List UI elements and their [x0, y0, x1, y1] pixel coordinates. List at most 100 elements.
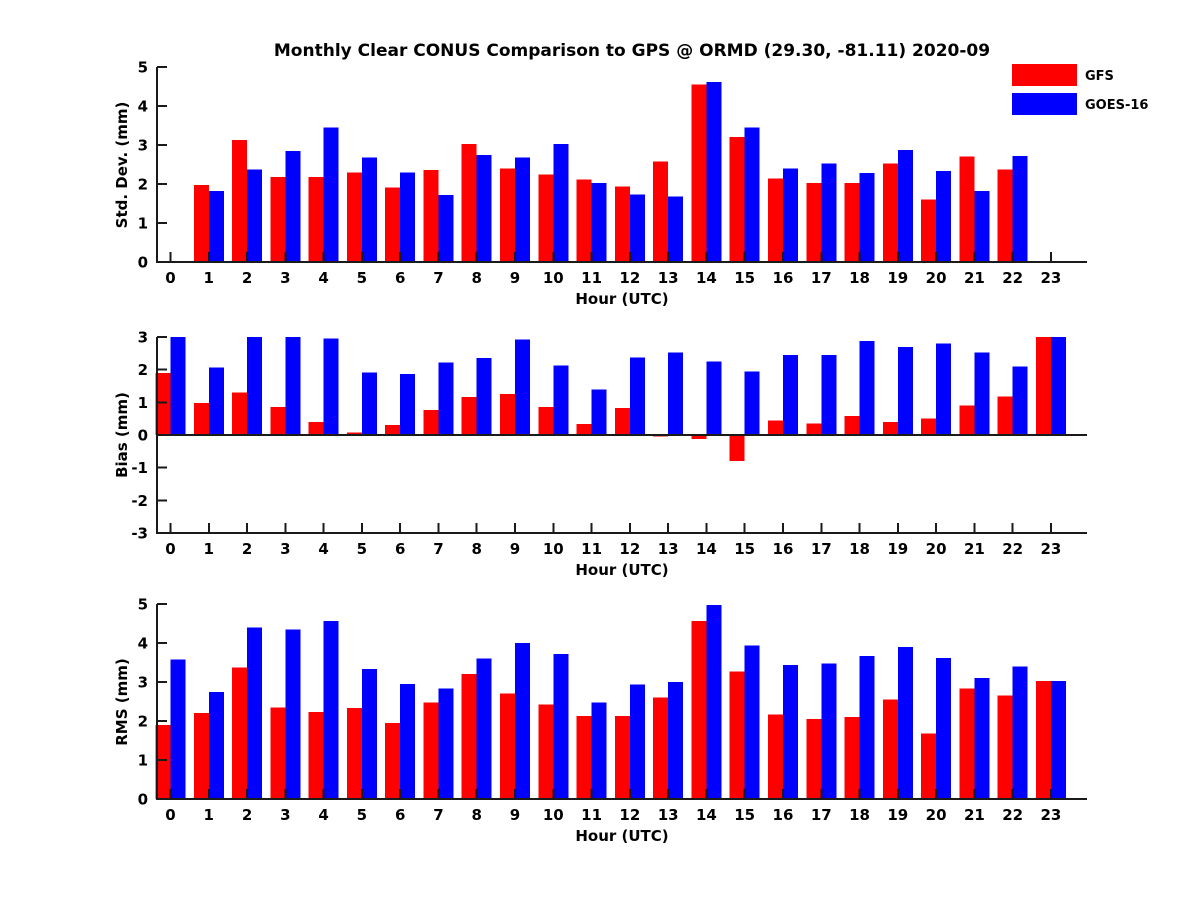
- x-tick-label-hour-13: 13: [658, 540, 679, 558]
- bar-gfs-hour-14: [691, 435, 707, 440]
- bar-goes-16-hour-4: [323, 620, 339, 799]
- bar-goes-16-hour-7: [438, 688, 454, 799]
- y-tick-label: 5: [138, 59, 148, 77]
- bar-goes-16-hour-20: [936, 657, 952, 799]
- y-axis-label-rms: RMS (mm): [113, 658, 131, 745]
- x-tick-label-hour-5: 5: [357, 269, 367, 287]
- bar-gfs-hour-3: [270, 176, 286, 262]
- bar-gfs-hour-3: [270, 406, 286, 435]
- bar-goes-16-hour-9: [515, 339, 531, 435]
- bar-gfs-hour-15: [729, 671, 745, 799]
- x-tick-label-hour-7: 7: [433, 806, 443, 824]
- x-tick-label-hour-3: 3: [280, 806, 290, 824]
- x-tick-label-hour-2: 2: [242, 540, 252, 558]
- x-tick-label-hour-14: 14: [696, 269, 717, 287]
- bar-goes-16-hour-8: [476, 358, 492, 435]
- x-tick-label-hour-4: 4: [318, 806, 328, 824]
- y-tick-label: 2: [138, 176, 148, 194]
- bar-goes-16-hour-4: [323, 338, 339, 435]
- bar-gfs-hour-13: [653, 161, 669, 262]
- chart-title: Monthly Clear CONUS Comparison to GPS @ …: [274, 41, 990, 61]
- bar-gfs-hour-8: [461, 396, 477, 435]
- bar-gfs-hour-17: [806, 183, 822, 262]
- bar-gfs-hour-16: [767, 420, 783, 435]
- bar-gfs-hour-18: [844, 717, 860, 799]
- x-tick-label-hour-11: 11: [581, 540, 602, 558]
- x-axis-label-rms: Hour (UTC): [575, 827, 668, 845]
- bar-goes-16-hour-5: [361, 669, 377, 799]
- x-tick-label-hour-8: 8: [472, 540, 482, 558]
- bar-gfs-hour-12: [614, 186, 630, 262]
- x-tick-label-hour-9: 9: [510, 540, 520, 558]
- bar-goes-16-hour-18: [859, 655, 875, 799]
- bar-gfs-hour-5: [346, 172, 362, 262]
- bar-gfs-hour-10: [538, 704, 554, 799]
- bar-goes-16-hour-15: [744, 127, 760, 262]
- bar-goes-16-hour-16: [782, 168, 798, 262]
- bar-gfs-hour-5: [346, 708, 362, 799]
- bar-goes-16-hour-21: [974, 191, 990, 262]
- x-tick-label-hour-2: 2: [242, 269, 252, 287]
- y-tick-label: 3: [138, 674, 148, 692]
- x-tick-label-hour-0: 0: [165, 540, 175, 558]
- bar-gfs-hour-16: [767, 178, 783, 262]
- bar-goes-16-hour-10: [553, 653, 569, 799]
- x-tick-label-hour-22: 22: [1002, 806, 1023, 824]
- bar-goes-16-hour-20: [936, 343, 952, 435]
- x-tick-label-hour-0: 0: [165, 806, 175, 824]
- x-tick-label-hour-6: 6: [395, 806, 405, 824]
- bar-gfs-hour-19: [882, 421, 898, 435]
- bar-gfs-hour-11: [576, 715, 592, 799]
- x-tick-label-hour-7: 7: [433, 269, 443, 287]
- bar-gfs-hour-9: [500, 168, 516, 262]
- x-tick-label-hour-10: 10: [543, 806, 564, 824]
- bar-goes-16-hour-22: [1012, 155, 1028, 262]
- y-axis-label-bias: Bias (mm): [113, 392, 131, 478]
- x-tick-label-hour-10: 10: [543, 269, 564, 287]
- bar-gfs-hour-18: [844, 183, 860, 262]
- x-tick-label-hour-17: 17: [811, 269, 832, 287]
- x-tick-label-hour-3: 3: [280, 269, 290, 287]
- x-tick-label-hour-1: 1: [204, 806, 214, 824]
- y-tick-label: 1: [138, 752, 148, 770]
- x-tick-label-hour-1: 1: [204, 269, 214, 287]
- bar-goes-16-hour-16: [782, 354, 798, 435]
- x-tick-label-hour-18: 18: [849, 540, 870, 558]
- x-tick-label-hour-0: 0: [165, 269, 175, 287]
- bar-goes-16-hour-1: [208, 191, 224, 262]
- x-tick-label-hour-6: 6: [395, 540, 405, 558]
- bar-goes-16-hour-13: [668, 682, 684, 799]
- bar-gfs-hour-23: [1035, 681, 1051, 799]
- bar-goes-16-hour-12: [629, 684, 645, 799]
- bar-goes-16-hour-12: [629, 357, 645, 435]
- bar-goes-16-hour-2: [247, 627, 263, 799]
- bar-goes-16-hour-1: [208, 691, 224, 799]
- x-tick-label-hour-22: 22: [1002, 269, 1023, 287]
- x-axis-label-bias: Hour (UTC): [575, 561, 668, 579]
- bar-gfs-hour-4: [308, 421, 324, 435]
- bar-gfs-hour-21: [959, 688, 975, 799]
- bar-gfs-hour-1: [193, 402, 209, 435]
- x-tick-label-hour-12: 12: [619, 540, 640, 558]
- bar-gfs-hour-1: [193, 713, 209, 799]
- x-tick-label-hour-12: 12: [619, 269, 640, 287]
- x-tick-label-hour-18: 18: [849, 269, 870, 287]
- bar-goes-16-hour-13: [668, 196, 684, 262]
- x-tick-label-hour-3: 3: [280, 540, 290, 558]
- x-tick-label-hour-22: 22: [1002, 540, 1023, 558]
- y-tick-label: 1: [138, 394, 148, 412]
- x-tick-label-hour-16: 16: [773, 540, 794, 558]
- bar-goes-16-hour-18: [859, 173, 875, 262]
- bar-goes-16-hour-20: [936, 171, 952, 262]
- bar-goes-16-hour-6: [400, 683, 416, 799]
- y-tick-label: 4: [138, 98, 148, 116]
- bar-goes-16-hour-3: [285, 150, 301, 262]
- bar-goes-16-hour-17: [821, 354, 837, 435]
- x-tick-label-hour-4: 4: [318, 540, 328, 558]
- bar-goes-16-hour-19: [897, 150, 913, 262]
- bar-goes-16-hour-2: [247, 169, 263, 262]
- x-tick-label-hour-21: 21: [964, 269, 985, 287]
- bar-gfs-hour-12: [614, 715, 630, 799]
- bar-gfs-hour-9: [500, 693, 516, 799]
- bar-gfs-hour-22: [997, 396, 1013, 435]
